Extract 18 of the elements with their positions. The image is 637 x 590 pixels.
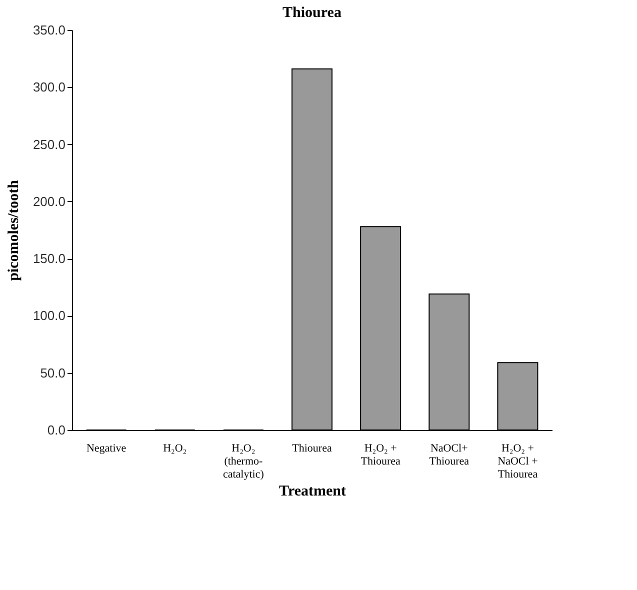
- x-tick-label: Thiourea: [292, 442, 332, 454]
- x-tick-label: Negative: [86, 442, 126, 454]
- x-axis-title: Treatment: [279, 484, 346, 500]
- y-tick-label: 150.0: [32, 251, 66, 266]
- y-tick-label: 250.0: [32, 136, 66, 152]
- y-tick-label: 0.0: [47, 422, 66, 438]
- y-axis-title: picomoles/tooth: [6, 179, 22, 281]
- x-tick-label: H₂O₂ + NaOCl + Thiourea: [498, 442, 538, 480]
- x-tick-label: H₂O₂ + Thiourea: [360, 442, 401, 468]
- y-tick-label: 350.0: [32, 22, 66, 38]
- x-tick-label: H₂O₂: [163, 442, 187, 454]
- x-tick-label: NaOCl+ Thiourea: [429, 442, 470, 468]
- y-tick-label: 200.0: [32, 194, 66, 209]
- y-tick-label: 50.0: [40, 365, 66, 380]
- y-tick-label: 300.0: [32, 80, 66, 95]
- chart-title: Thiourea: [282, 5, 342, 21]
- x-tick-label: H₂O₂ (thermo- catalytic): [222, 442, 264, 480]
- y-tick-label: 100.0: [32, 308, 66, 324]
